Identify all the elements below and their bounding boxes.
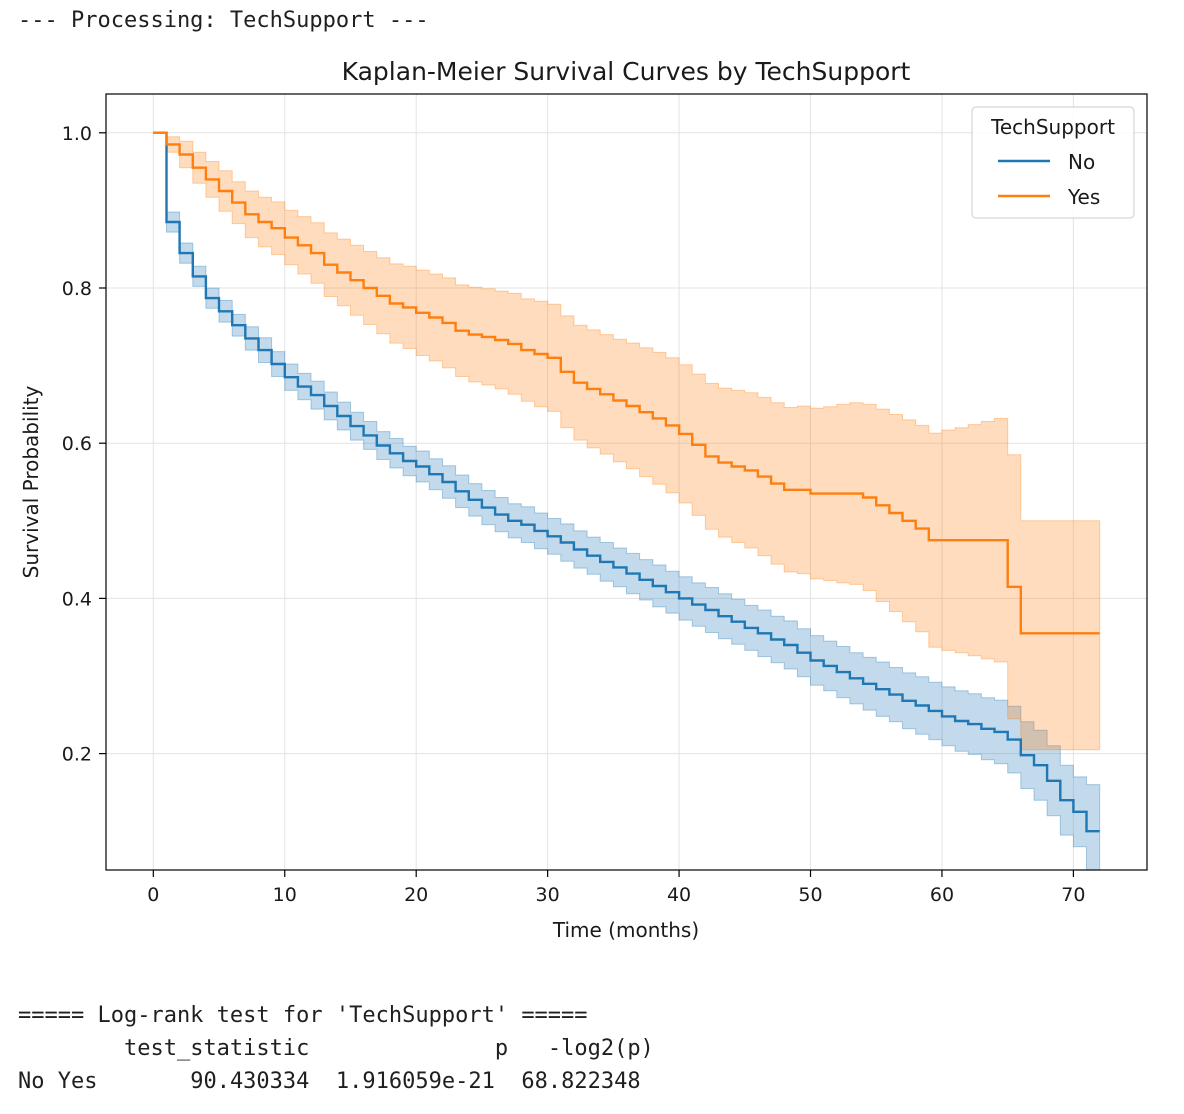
legend-box (971, 106, 1135, 219)
logrank-col-test-statistic: test_statistic (123, 1036, 310, 1061)
confidence-band-yes (153, 132, 1101, 751)
legend: TechSupport No Yes (971, 106, 1135, 219)
logrank-col-p: p (494, 1036, 509, 1061)
y-tick-label: 1.0 (62, 123, 92, 145)
legend-label-no: No (1068, 150, 1095, 174)
y-tick-label: 0.8 (62, 278, 92, 300)
logrank-header-gap-2 (508, 1036, 548, 1061)
y-tick-label: 0.4 (62, 588, 92, 610)
logrank-col-neg-log2-p: -log2(p) (547, 1036, 654, 1061)
y-tick-label: 0.6 (62, 433, 92, 455)
survival-lines (153, 131, 1100, 833)
legend-label-yes: Yes (1067, 185, 1100, 209)
survival-line-yes (153, 131, 1100, 635)
y-axis-label: Survival Probability (19, 385, 43, 578)
grid-lines (106, 94, 1147, 870)
confidence-band-no (153, 132, 1101, 871)
x-tick-label: 10 (273, 884, 297, 906)
x-tick-label: 0 (147, 884, 159, 906)
logrank-neg-log2-p: 68.822348 (521, 1069, 641, 1094)
chart-title: Kaplan-Meier Survival Curves by TechSupp… (342, 57, 911, 86)
logrank-row-gap-2 (309, 1069, 336, 1094)
logrank-test-statistic: 90.430334 (190, 1069, 310, 1094)
x-tick-label: 20 (404, 884, 428, 906)
confidence-bands (153, 132, 1101, 871)
x-tick-label: 60 (930, 884, 954, 906)
x-tick-label: 70 (1061, 884, 1085, 906)
x-axis-label: Time (months) (552, 918, 699, 942)
logrank-header-gap-1 (309, 1036, 494, 1061)
survival-line-no (153, 131, 1100, 833)
logrank-p-value: 1.916059e-21 (335, 1069, 495, 1094)
logrank-table-header: test_statistic p -log2(p) (18, 1036, 654, 1061)
logrank-row-label: No Yes (18, 1069, 98, 1094)
logrank-table-row: No Yes 90.430334 1.916059e-21 68.822348 (18, 1069, 641, 1094)
y-tick-label: 0.2 (62, 744, 92, 766)
axis-ticks: 0 10 20 30 40 50 60 70 0.2 0.4 0.6 0.8 1.0 (62, 123, 1086, 906)
x-tick-label: 30 (536, 884, 560, 906)
legend-title: TechSupport (990, 115, 1115, 139)
x-tick-label: 50 (798, 884, 822, 906)
survival-chart: Kaplan-Meier Survival Curves by TechSupp… (19, 57, 1148, 942)
logrank-row-gap-3 (495, 1069, 522, 1094)
axes-frame (105, 93, 1148, 871)
processing-header: --- Processing: TechSupport --- (18, 8, 429, 33)
logrank-header-pad (18, 1036, 124, 1061)
x-tick-label: 40 (667, 884, 691, 906)
logrank-row-gap-1 (97, 1069, 190, 1094)
logrank-title: ===== Log-rank test for 'TechSupport' ==… (18, 1003, 588, 1028)
